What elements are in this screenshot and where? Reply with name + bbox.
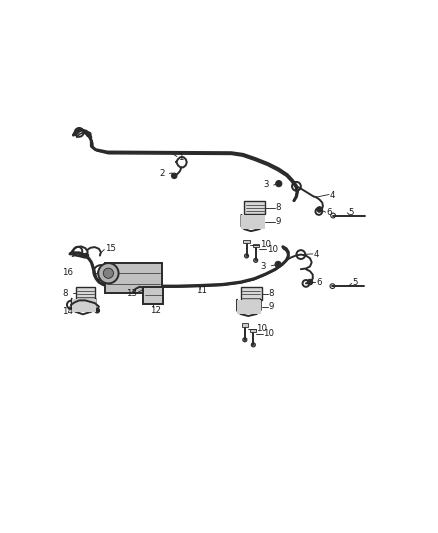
Text: 6: 6	[316, 278, 321, 287]
Text: 12: 12	[150, 306, 161, 315]
Text: 6: 6	[326, 208, 332, 217]
Text: 8: 8	[276, 203, 281, 212]
Bar	[72, 298, 96, 312]
Text: 10: 10	[264, 329, 275, 338]
Text: 5: 5	[348, 208, 353, 216]
Text: 13: 13	[126, 289, 137, 298]
Circle shape	[98, 263, 119, 284]
Bar	[244, 240, 250, 243]
Circle shape	[172, 173, 177, 179]
Circle shape	[251, 343, 255, 347]
Text: 1: 1	[178, 152, 183, 161]
Text: 10: 10	[256, 324, 267, 333]
Circle shape	[98, 270, 104, 276]
Text: 10: 10	[260, 240, 271, 249]
Text: 4: 4	[330, 191, 335, 200]
Text: 3: 3	[263, 181, 268, 189]
Bar	[76, 287, 95, 299]
Circle shape	[95, 308, 99, 313]
Bar	[253, 244, 259, 247]
Text: 14: 14	[62, 307, 73, 316]
Text: 5: 5	[353, 278, 358, 287]
Circle shape	[254, 259, 258, 262]
Bar	[237, 300, 261, 314]
Circle shape	[276, 181, 282, 187]
Text: 8: 8	[268, 289, 274, 298]
Circle shape	[86, 132, 91, 137]
Bar	[244, 201, 265, 214]
Circle shape	[317, 207, 322, 212]
Bar	[242, 324, 248, 327]
Circle shape	[275, 261, 281, 268]
Text: 16: 16	[62, 268, 73, 277]
Circle shape	[307, 279, 313, 285]
Bar	[250, 328, 256, 332]
Text: 9: 9	[276, 217, 281, 227]
Text: 2: 2	[159, 169, 165, 178]
Circle shape	[84, 253, 88, 258]
Bar	[143, 287, 163, 304]
Bar	[241, 287, 262, 301]
Circle shape	[244, 254, 249, 258]
Circle shape	[243, 338, 247, 342]
Circle shape	[103, 268, 113, 278]
Text: 4: 4	[314, 250, 319, 259]
Text: 9: 9	[268, 302, 274, 311]
Text: 3: 3	[261, 262, 266, 271]
Text: 11: 11	[196, 286, 207, 295]
Bar	[105, 263, 162, 293]
Text: 15: 15	[105, 244, 116, 253]
Text: 10: 10	[267, 245, 278, 254]
Bar	[241, 215, 265, 229]
Text: 8: 8	[62, 288, 68, 297]
